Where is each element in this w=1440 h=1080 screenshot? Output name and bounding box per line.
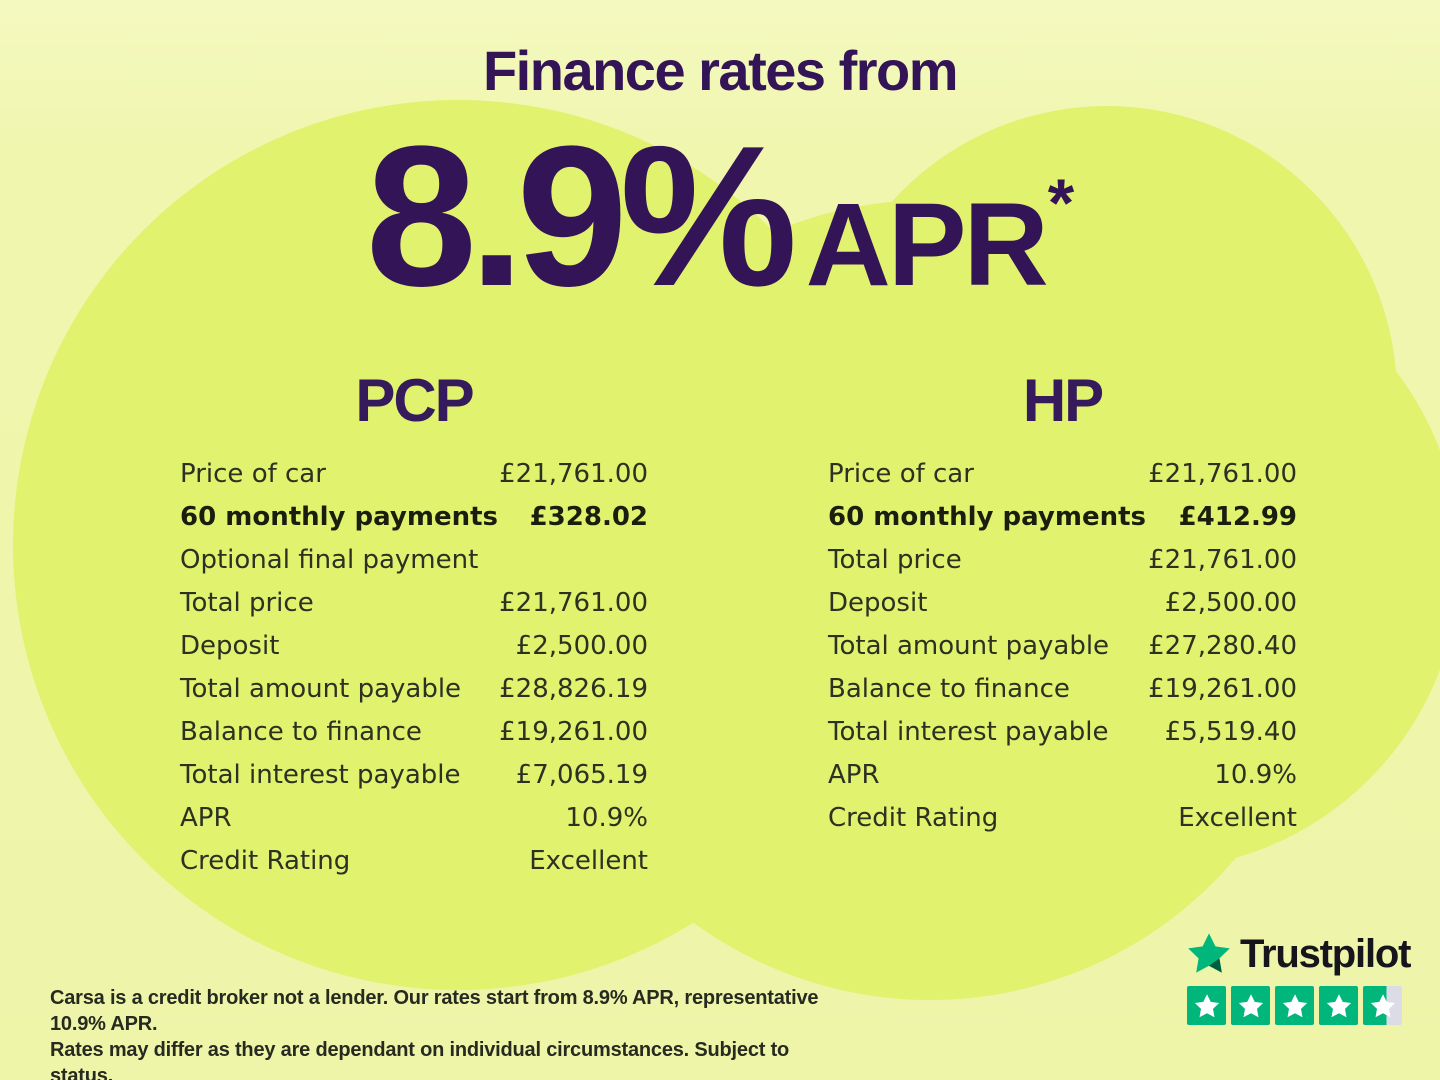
- table-row: 60 monthly payments £328.02: [180, 495, 648, 538]
- row-label: Total interest payable: [180, 759, 461, 790]
- row-value: £7,065.19: [515, 759, 648, 790]
- table-row: Total interest payable £7,065.19: [180, 753, 648, 796]
- background-circle-right: [840, 250, 1440, 870]
- row-value: £19,261.00: [499, 716, 648, 747]
- table-row: Balance to finance £19,261.00: [180, 710, 648, 753]
- trustpilot-logo: Trustpilot: [1185, 930, 1411, 978]
- table-row: Price of car £21,761.00: [180, 452, 648, 495]
- table-row: Total amount payable £28,826.19: [180, 667, 648, 710]
- row-value: £21,761.00: [499, 587, 648, 618]
- row-label: Total price: [180, 587, 314, 618]
- table-row: Total price £21,761.00: [828, 538, 1297, 581]
- row-label: 60 monthly payments: [180, 501, 498, 532]
- table-row: Deposit £2,500.00: [180, 624, 648, 667]
- pcp-table: PCP Price of car £21,761.00 60 monthly p…: [180, 368, 648, 882]
- table-row: Credit Rating Excellent: [828, 796, 1297, 839]
- table-row: APR 10.9%: [180, 796, 648, 839]
- table-row: Total price £21,761.00: [180, 581, 648, 624]
- row-label: Deposit: [180, 630, 280, 661]
- row-label: Total amount payable: [828, 630, 1110, 661]
- table-row: APR 10.9%: [828, 753, 1297, 796]
- rate-unit: APR: [805, 179, 1049, 311]
- disclaimer: Carsa is a credit broker not a lender. O…: [50, 985, 840, 1080]
- rating-star-icon: [1275, 986, 1314, 1025]
- table-row: Optional final payment: [180, 538, 648, 581]
- row-label: Optional final payment: [180, 544, 479, 575]
- row-value: 10.9%: [1214, 759, 1297, 790]
- row-label: Deposit: [828, 587, 928, 618]
- row-label: Price of car: [828, 458, 974, 489]
- table-row: Credit Rating Excellent: [180, 839, 648, 882]
- disclaimer-line-2: Rates may differ as they are dependant o…: [50, 1039, 790, 1080]
- pcp-heading: PCP: [355, 367, 474, 434]
- rating-star-half-icon: [1363, 986, 1402, 1025]
- trustpilot-rating-stars: [1187, 986, 1410, 1025]
- table-row: 60 monthly payments £412.99: [828, 495, 1297, 538]
- row-value: £2,500.00: [515, 630, 648, 661]
- row-label: Total amount payable: [180, 673, 462, 704]
- table-row: Total interest payable £5,519.40: [828, 710, 1297, 753]
- row-label: Price of car: [180, 458, 326, 489]
- headline-rate: 8.9% APR *: [0, 117, 1440, 317]
- row-value: £2,500.00: [1164, 587, 1297, 618]
- row-value: £21,761.00: [1148, 544, 1297, 575]
- rating-star-icon: [1319, 986, 1358, 1025]
- trustpilot-star-icon: [1188, 933, 1230, 973]
- row-label: Total price: [828, 544, 962, 575]
- hp-rows: Price of car £21,761.00 60 monthly payme…: [828, 452, 1297, 839]
- pcp-rows: Price of car £21,761.00 60 monthly payme…: [180, 452, 648, 882]
- row-value: £21,761.00: [499, 458, 648, 489]
- trustpilot-badge: Trustpilot: [1185, 930, 1411, 1025]
- rate-value: 8.9%: [365, 105, 798, 328]
- disclaimer-line-1: Carsa is a credit broker not a lender. O…: [50, 987, 819, 1035]
- hp-table: HP Price of car £21,761.00 60 monthly pa…: [828, 368, 1297, 839]
- row-label: Balance to finance: [180, 716, 422, 747]
- row-value: £5,519.40: [1164, 716, 1297, 747]
- rate-asterisk: *: [1047, 165, 1075, 241]
- row-value: £328.02: [529, 501, 648, 532]
- row-value: £412.99: [1178, 501, 1297, 532]
- row-label: APR: [180, 802, 232, 833]
- row-value: 10.9%: [565, 802, 648, 833]
- row-label: Credit Rating: [828, 802, 999, 833]
- row-value: Excellent: [1178, 802, 1297, 833]
- row-value: Excellent: [529, 845, 648, 876]
- row-label: Total interest payable: [828, 716, 1109, 747]
- table-row: Price of car £21,761.00: [828, 452, 1297, 495]
- row-value: £27,280.40: [1148, 630, 1297, 661]
- row-label: APR: [828, 759, 880, 790]
- table-row: Balance to finance £19,261.00: [828, 667, 1297, 710]
- rating-star-icon: [1231, 986, 1270, 1025]
- row-value: £19,261.00: [1148, 673, 1297, 704]
- table-row: Deposit £2,500.00: [828, 581, 1297, 624]
- row-value: £21,761.00: [1148, 458, 1297, 489]
- row-label: Balance to finance: [828, 673, 1070, 704]
- table-row: Total amount payable £27,280.40: [828, 624, 1297, 667]
- row-label: 60 monthly payments: [828, 501, 1146, 532]
- trustpilot-wordmark: Trustpilot: [1240, 931, 1411, 976]
- page-title: Finance rates from: [482, 39, 959, 102]
- row-value: £28,826.19: [499, 673, 648, 704]
- row-label: Credit Rating: [180, 845, 351, 876]
- rating-star-icon: [1187, 986, 1226, 1025]
- hp-heading: HP: [1022, 367, 1104, 434]
